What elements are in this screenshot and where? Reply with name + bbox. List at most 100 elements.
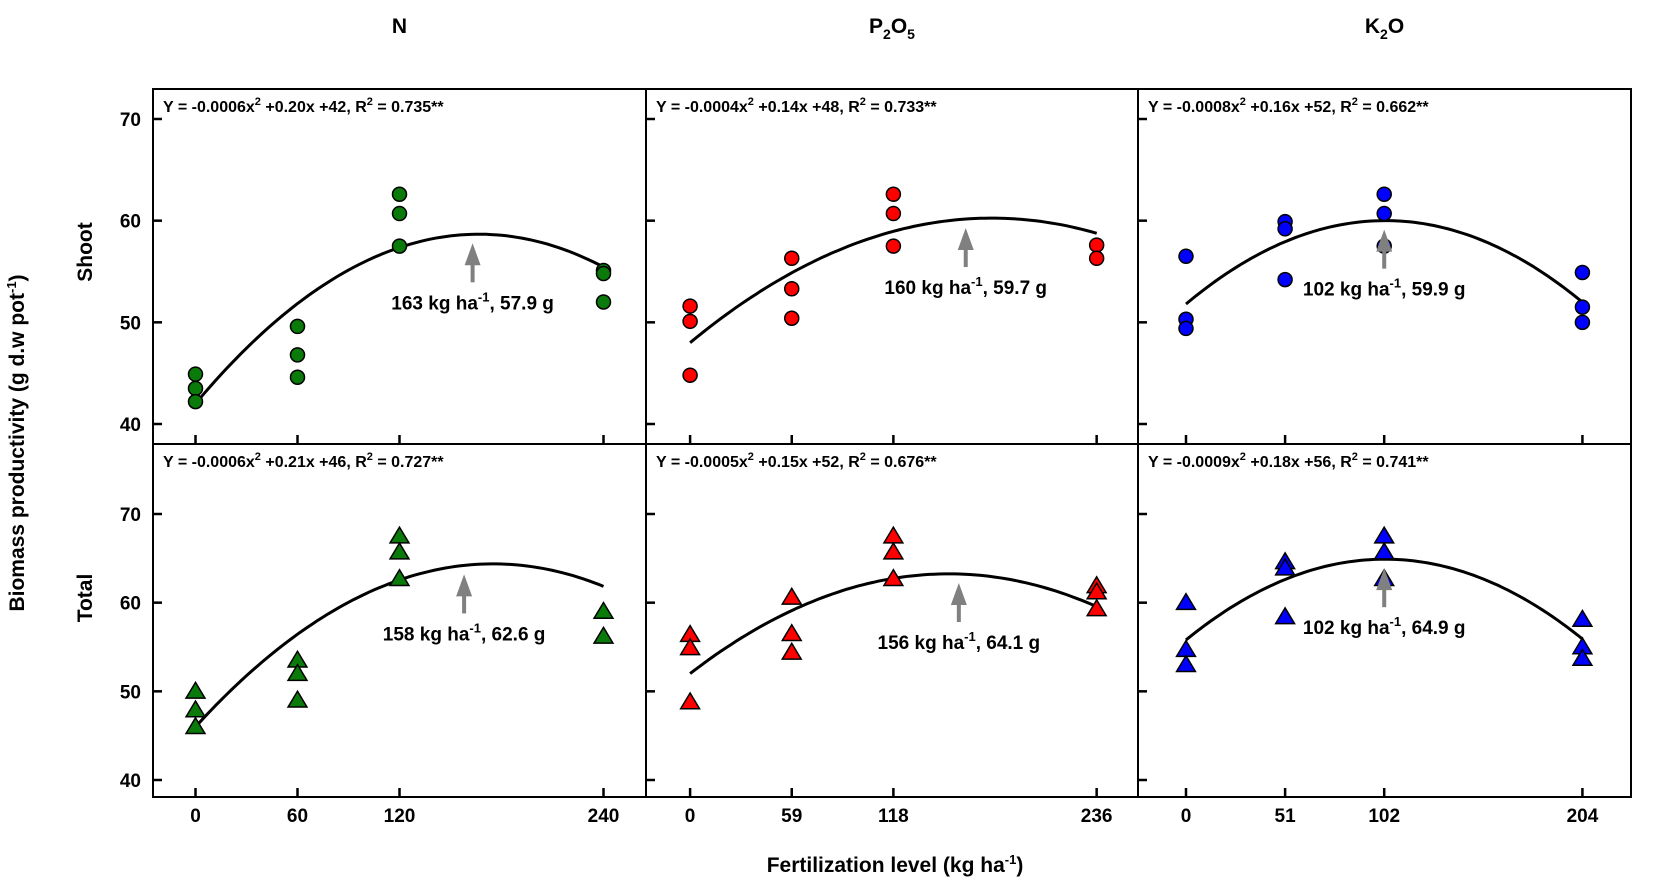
data-point	[388, 568, 411, 587]
data-point	[592, 601, 615, 620]
optimum-arrow-icon	[950, 583, 967, 606]
y-tick-label: 40	[120, 415, 141, 436]
data-point	[1274, 606, 1296, 625]
data-point	[1373, 525, 1395, 544]
optimum-annotation: 158 kg ha-1, 62.6 g	[383, 620, 546, 645]
regression-equation: Y = -0.0006x2 +0.20x +42, R2 = 0.735**	[163, 96, 444, 116]
data-point	[1088, 237, 1105, 253]
x-tick-label: 59	[781, 806, 802, 827]
data-point	[783, 281, 800, 297]
optimum-annotation: 156 kg ha-1, 64.1 g	[878, 629, 1041, 654]
fit-curve-p2o5-shoot	[689, 216, 1098, 344]
data-point	[1178, 248, 1194, 264]
data-point	[286, 689, 309, 708]
fit-curve-p2o5-total	[689, 572, 1098, 675]
data-point	[682, 313, 698, 330]
y-axis-title: Biomass productivity (g d.w pot-1)	[4, 274, 29, 611]
x-tick-label: 240	[588, 806, 620, 827]
data-point	[388, 525, 411, 544]
data-point	[391, 238, 408, 254]
column-header-n: N	[392, 15, 407, 38]
data-point	[1088, 250, 1105, 267]
data-point	[592, 625, 615, 644]
data-point	[1571, 648, 1594, 667]
x-tick-label: 0	[685, 806, 696, 827]
data-point	[885, 205, 902, 222]
column-header-k2o: K2O	[1365, 15, 1404, 42]
data-point	[885, 186, 902, 202]
data-point	[882, 541, 905, 560]
data-point	[1274, 557, 1296, 576]
data-point	[1376, 205, 1392, 222]
optimum-annotation: 163 kg ha-1, 57.9 g	[391, 289, 554, 314]
data-point	[1574, 264, 1591, 281]
data-point	[286, 663, 309, 682]
data-point	[184, 680, 207, 699]
data-point	[595, 265, 612, 282]
data-point	[780, 586, 803, 605]
data-point	[187, 393, 204, 410]
data-point	[1574, 314, 1591, 331]
data-point	[783, 310, 800, 327]
data-point	[885, 238, 902, 254]
data-point	[289, 318, 306, 335]
data-point	[391, 205, 408, 222]
column-headers: N P2O5 K2O	[392, 15, 1404, 42]
y-tick-label: 50	[120, 682, 141, 703]
regression-equation: Y = -0.0008x2 +0.16x +52, R2 = 0.662**	[1148, 96, 1429, 116]
data-point	[1277, 221, 1293, 237]
y-tick-label: 40	[120, 771, 141, 792]
data-point	[1085, 598, 1108, 617]
data-point	[1376, 186, 1392, 202]
fit-curve-n-shoot	[194, 232, 605, 405]
data-point	[882, 525, 905, 544]
data-point	[1175, 592, 1197, 611]
data-point	[1178, 320, 1194, 337]
x-tick-label: 118	[878, 806, 909, 827]
data-point	[388, 541, 411, 560]
y-tick-label: 60	[120, 594, 141, 615]
data-point	[682, 298, 698, 314]
data-point	[780, 623, 803, 642]
data-point	[1175, 654, 1197, 673]
data-point	[1175, 639, 1197, 658]
optimum-arrow-icon	[456, 574, 473, 597]
annotations: Y = -0.0006x2 +0.20x +42, R2 = 0.735** 16…	[163, 96, 1466, 654]
x-tick-label: 60	[287, 806, 308, 827]
data-point	[184, 699, 207, 718]
y-tick-label: 70	[120, 505, 141, 526]
data-point	[289, 347, 306, 363]
data-point	[1571, 609, 1594, 628]
data-point	[595, 294, 612, 310]
regression-equation: Y = -0.0009x2 +0.18x +56, R2 = 0.741**	[1148, 451, 1429, 471]
optimum-arrow-icon	[1376, 568, 1393, 591]
data-point	[1574, 299, 1591, 315]
optimum-arrow-icon	[957, 228, 974, 251]
x-tick-label: 204	[1567, 806, 1599, 827]
y-tick-label: 70	[120, 110, 141, 131]
data-point	[682, 367, 698, 383]
x-tick-label: 0	[190, 806, 201, 827]
regression-equation: Y = -0.0004x2 +0.14x +48, R2 = 0.733**	[656, 96, 937, 116]
data-point	[679, 637, 701, 656]
x-tick-label: 236	[1081, 806, 1113, 827]
x-axis-title: Fertilization level (kg ha-1)	[767, 852, 1024, 877]
data-point	[391, 186, 408, 202]
optimum-annotation: 160 kg ha-1, 59.7 g	[884, 274, 1047, 299]
data-point	[780, 641, 803, 660]
x-tick-label: 102	[1368, 806, 1400, 827]
regression-equation: Y = -0.0005x2 +0.15x +52, R2 = 0.676**	[656, 451, 937, 471]
row-label-shoot: Shoot	[74, 222, 97, 281]
data-point	[289, 369, 306, 385]
x-tick-label: 51	[1275, 806, 1297, 827]
optimum-annotation: 102 kg ha-1, 64.9 g	[1303, 614, 1466, 639]
data-point	[679, 691, 701, 710]
data-point	[187, 366, 204, 382]
data-point	[187, 380, 204, 397]
y-tick-label: 60	[120, 212, 141, 233]
data-point	[184, 716, 207, 735]
data-point	[1373, 541, 1395, 560]
data-point	[1277, 271, 1293, 288]
row-label-total: Total	[74, 574, 97, 623]
